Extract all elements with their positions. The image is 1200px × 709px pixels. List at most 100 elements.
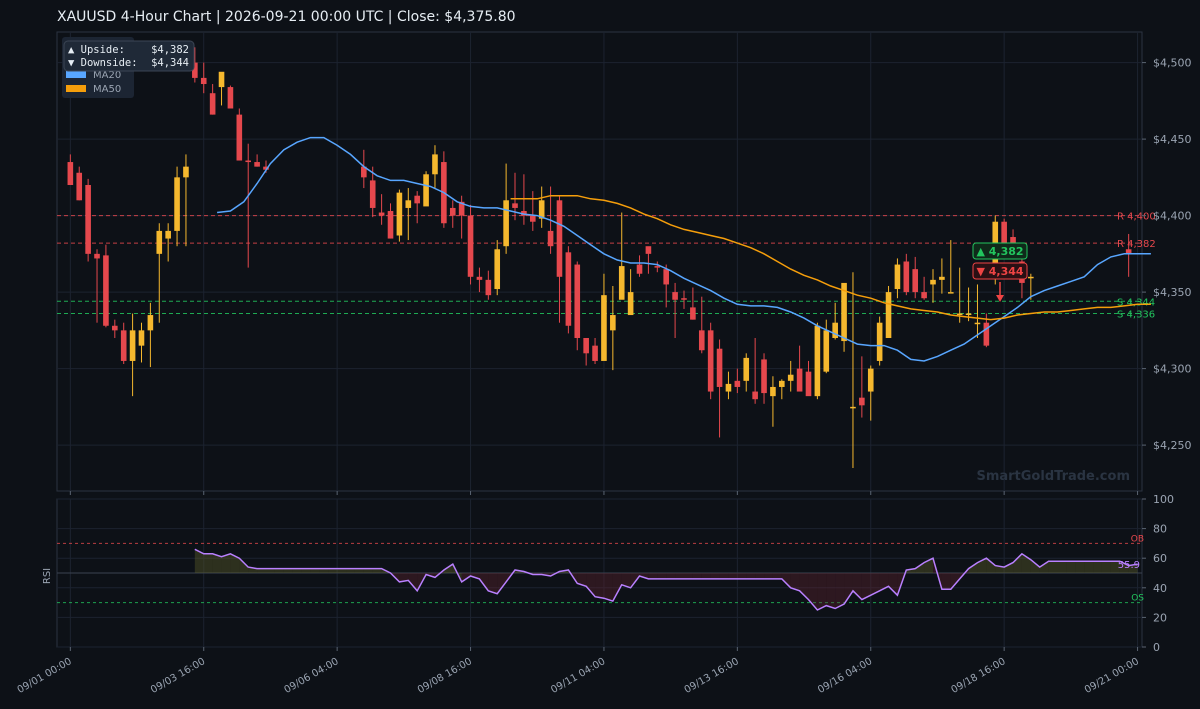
rsi-fill-segment <box>950 573 960 590</box>
candle-body <box>1028 276 1034 279</box>
level-label: S 4,344 <box>1117 297 1155 308</box>
rsi-line <box>194 548 1138 611</box>
rsi-fill-segment <box>354 568 364 573</box>
candle-body <box>218 71 225 88</box>
candle-body <box>476 276 483 280</box>
candle-body <box>610 315 616 331</box>
rsi-fill-segment <box>479 573 489 591</box>
candle-body <box>147 315 154 331</box>
watermark: SmartGoldTrade.com <box>976 469 1130 484</box>
candle-body <box>387 211 394 239</box>
candle-body <box>752 391 758 400</box>
candle-body <box>423 174 429 207</box>
rsi-fill-segment <box>328 568 338 573</box>
rsi-fill-segment <box>817 573 827 610</box>
candle-body <box>841 282 847 342</box>
candle-body <box>494 249 501 290</box>
candle-body <box>183 166 189 178</box>
rsi-fill-segment <box>1075 561 1085 573</box>
rsi-fill-segment <box>1093 561 1102 573</box>
candle-body <box>663 269 670 285</box>
candle-body <box>956 313 963 316</box>
candle-body <box>369 180 376 208</box>
upside-target-tag: ▲ 4,382 <box>972 242 1028 260</box>
rsi-fill-segment <box>968 562 978 573</box>
rsi-fill-segment <box>728 573 738 579</box>
rsi-fill-segment <box>870 573 880 596</box>
rsi-fill-segment <box>257 568 266 573</box>
candle-body <box>921 292 927 299</box>
candle-body <box>414 195 420 204</box>
rsi-fill-segment <box>612 573 622 602</box>
level-label: R 4,382 <box>1117 239 1156 250</box>
candle-body <box>209 93 216 115</box>
downside-target-tag: ▼ 4,344 <box>972 262 1028 280</box>
rsi-oversold-label: OS <box>1131 594 1144 604</box>
candle-body <box>405 200 412 208</box>
candle-body <box>912 269 919 293</box>
candle-body <box>930 279 936 285</box>
candle-body <box>618 266 625 300</box>
rsi-fill-segment <box>239 558 249 573</box>
rsi-fill-segment <box>719 573 729 579</box>
rsi-fill-segment <box>692 573 702 579</box>
rsi-fill-segment <box>986 558 996 573</box>
rsi-fill-segment <box>265 568 275 573</box>
candle-body <box>939 276 945 280</box>
candle-body <box>787 374 794 381</box>
rsi-fill-segment <box>888 573 898 596</box>
candle-body <box>165 230 171 239</box>
rsi-fill-segment <box>772 573 782 579</box>
rsi-fill-segment <box>1057 561 1067 573</box>
candle-body <box>716 348 723 387</box>
rsi-fill-segment <box>230 553 240 573</box>
candle-body <box>770 386 776 397</box>
candle-body <box>94 253 100 259</box>
level-label: S 4,336 <box>1117 310 1155 321</box>
rsi-y-tick-label: 0 <box>1153 641 1160 654</box>
candle-body <box>547 230 554 247</box>
candle-body <box>867 368 874 392</box>
candle-body <box>396 192 403 236</box>
rsi-fill-segment <box>283 568 293 573</box>
rsi-fill-segment <box>701 573 711 579</box>
price-y-tick-label: $4,300 <box>1153 363 1192 376</box>
candle-body <box>601 295 607 361</box>
rsi-fill-segment <box>1119 561 1129 573</box>
rsi-fill-segment <box>683 573 693 579</box>
ma50-line <box>510 194 1151 321</box>
candle-body <box>200 77 207 85</box>
candle-body <box>974 322 981 325</box>
rsi-fill-segment <box>879 573 889 591</box>
candle-body <box>156 230 163 254</box>
candle-body <box>761 359 767 394</box>
rsi-fill-segment <box>595 573 604 599</box>
candle-body <box>672 292 678 300</box>
candle-body <box>361 166 367 178</box>
rsi-y-tick-label: 100 <box>1153 493 1174 506</box>
rsi-fill-segment <box>781 573 791 588</box>
downside-label: ▼ Downside: <box>68 57 138 69</box>
rsi-fill-segment <box>1110 561 1120 573</box>
candle-body <box>823 330 830 372</box>
level-label: R 4,400 <box>1117 212 1156 223</box>
rsi-fill-segment <box>808 573 818 610</box>
ma20-line <box>217 136 1151 362</box>
rsi-fill-segment <box>203 553 213 573</box>
rsi-grid: OB OS <box>57 498 1144 648</box>
rsi-fill-segment <box>363 568 373 573</box>
rsi-fill-segment <box>337 568 347 573</box>
legend-entry-ma50: MA50 <box>66 84 121 95</box>
upside-value: $4,382 <box>151 44 189 56</box>
candle-body <box>814 325 821 397</box>
rsi-fill-segment <box>346 568 355 573</box>
candle-body <box>983 322 990 346</box>
candle-body <box>254 162 260 167</box>
candle-body <box>263 166 269 170</box>
candle-body <box>627 292 634 316</box>
rsi-fill-segment <box>372 568 382 573</box>
candle-body <box>850 406 856 409</box>
rsi-fill-segment <box>1030 559 1040 573</box>
candle-body <box>529 215 536 222</box>
chart-title: XAUUSD 4-Hour Chart | 2026-09-21 00:00 U… <box>57 9 516 25</box>
